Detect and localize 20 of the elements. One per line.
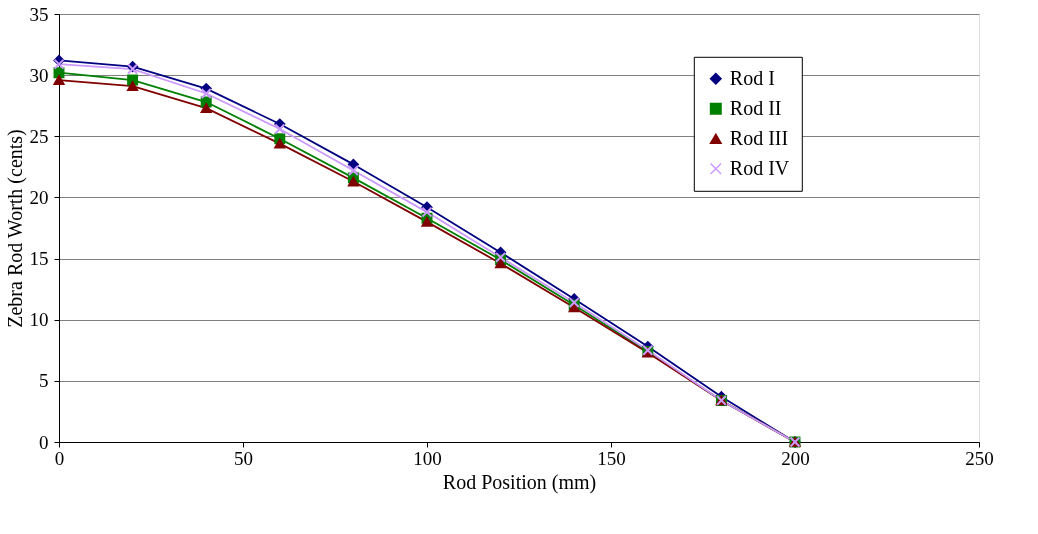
x-axis-title: Rod Position (mm) bbox=[442, 470, 597, 494]
legend-label: Rod IV bbox=[729, 156, 790, 179]
y-tick-label: 5 bbox=[39, 370, 49, 392]
y-axis-title: Zebra Rod Worth (cents) bbox=[3, 129, 27, 328]
x-tick-label: 50 bbox=[234, 447, 253, 469]
legend-label: Rod II bbox=[729, 96, 782, 119]
y-tick-label: 20 bbox=[29, 186, 49, 208]
x-tick-label: 0 bbox=[54, 447, 65, 469]
x-tick-label: 150 bbox=[597, 447, 626, 469]
x-tick-label: 250 bbox=[965, 447, 994, 469]
y-tick-label: 0 bbox=[39, 431, 49, 453]
y-tick-label: 35 bbox=[29, 3, 49, 25]
y-tick-label: 10 bbox=[29, 309, 49, 331]
legend-label: Rod I bbox=[729, 66, 775, 89]
y-tick-label: 15 bbox=[29, 248, 49, 270]
legend-label: Rod III bbox=[729, 126, 789, 149]
x-tick-label: 100 bbox=[413, 447, 442, 469]
x-tick-label: 200 bbox=[781, 447, 810, 469]
y-tick-label: 25 bbox=[29, 125, 49, 147]
y-tick-label: 30 bbox=[29, 64, 49, 86]
